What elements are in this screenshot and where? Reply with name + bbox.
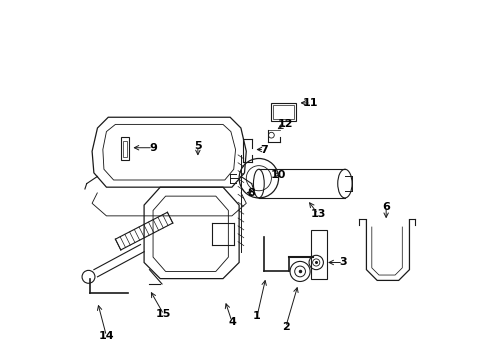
Bar [310,230,326,279]
Bar [271,103,295,121]
Text: 7: 7 [260,144,267,154]
Text: 15: 15 [156,310,171,319]
Text: 12: 12 [277,120,293,129]
Text: 3: 3 [339,257,346,267]
Text: 1: 1 [253,311,261,321]
Text: 13: 13 [310,209,325,219]
Text: 10: 10 [270,170,285,180]
Bar [273,105,293,119]
Bar [122,140,126,157]
Text: 6: 6 [382,202,389,212]
Text: 11: 11 [303,98,318,108]
Bar [121,137,128,160]
Text: 5: 5 [194,141,201,151]
Text: 4: 4 [227,317,235,327]
Text: 2: 2 [281,322,289,332]
Text: 9: 9 [149,143,157,153]
Text: 8: 8 [247,188,255,198]
Text: 14: 14 [99,331,114,341]
